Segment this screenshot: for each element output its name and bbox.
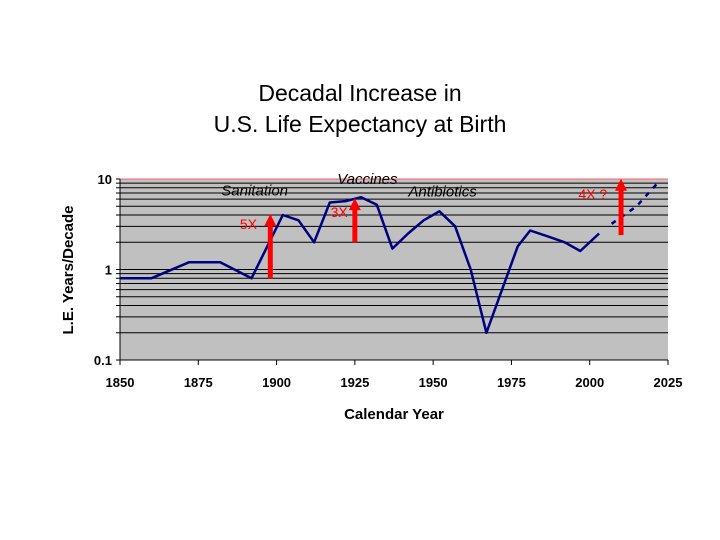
y-tick-label: 1: [105, 263, 112, 278]
improvement-arrow-head: [348, 198, 361, 211]
plot-area: 0.1 1 10 1850 1875 1900 1925 1950 1975 2000 2025 5X…: [94, 171, 683, 390]
y-axis-label: L.E. Years/Decade: [60, 206, 77, 335]
x-tick-label: 1850: [106, 375, 135, 390]
x-tick-label: 1925: [340, 375, 369, 390]
multiplier-label: 5X: [240, 216, 258, 232]
chart-title-line-1: Decadal Increase in: [258, 80, 462, 106]
multiplier-label: 3X: [331, 204, 349, 220]
x-tick-label: 1950: [419, 375, 448, 390]
x-tick-label: 1975: [497, 375, 526, 390]
annotation-label: Vaccines: [337, 171, 398, 188]
x-tick-label: 1900: [262, 375, 291, 390]
x-tick-label: 2000: [575, 375, 604, 390]
annotation-label: Antibiotics: [407, 184, 477, 201]
x-axis-label: Calendar Year: [344, 406, 444, 423]
annotation-label: Sanitation: [221, 182, 288, 199]
y-tick-label: 10: [98, 172, 112, 187]
x-tick-label: 1875: [184, 375, 213, 390]
multiplier-label: 4X ?: [578, 186, 607, 202]
chart-title-line-2: U.S. Life Expectancy at Birth: [213, 111, 507, 137]
chart-title: Decadal Increase in U.S. Life Expectancy…: [0, 78, 720, 140]
improvement-arrow-head: [264, 214, 277, 227]
y-tick-label: 0.1: [94, 353, 112, 368]
improvement-arrow-head: [615, 178, 628, 191]
x-tick-label: 2025: [654, 375, 683, 390]
series-line-observed: [120, 195, 600, 335]
